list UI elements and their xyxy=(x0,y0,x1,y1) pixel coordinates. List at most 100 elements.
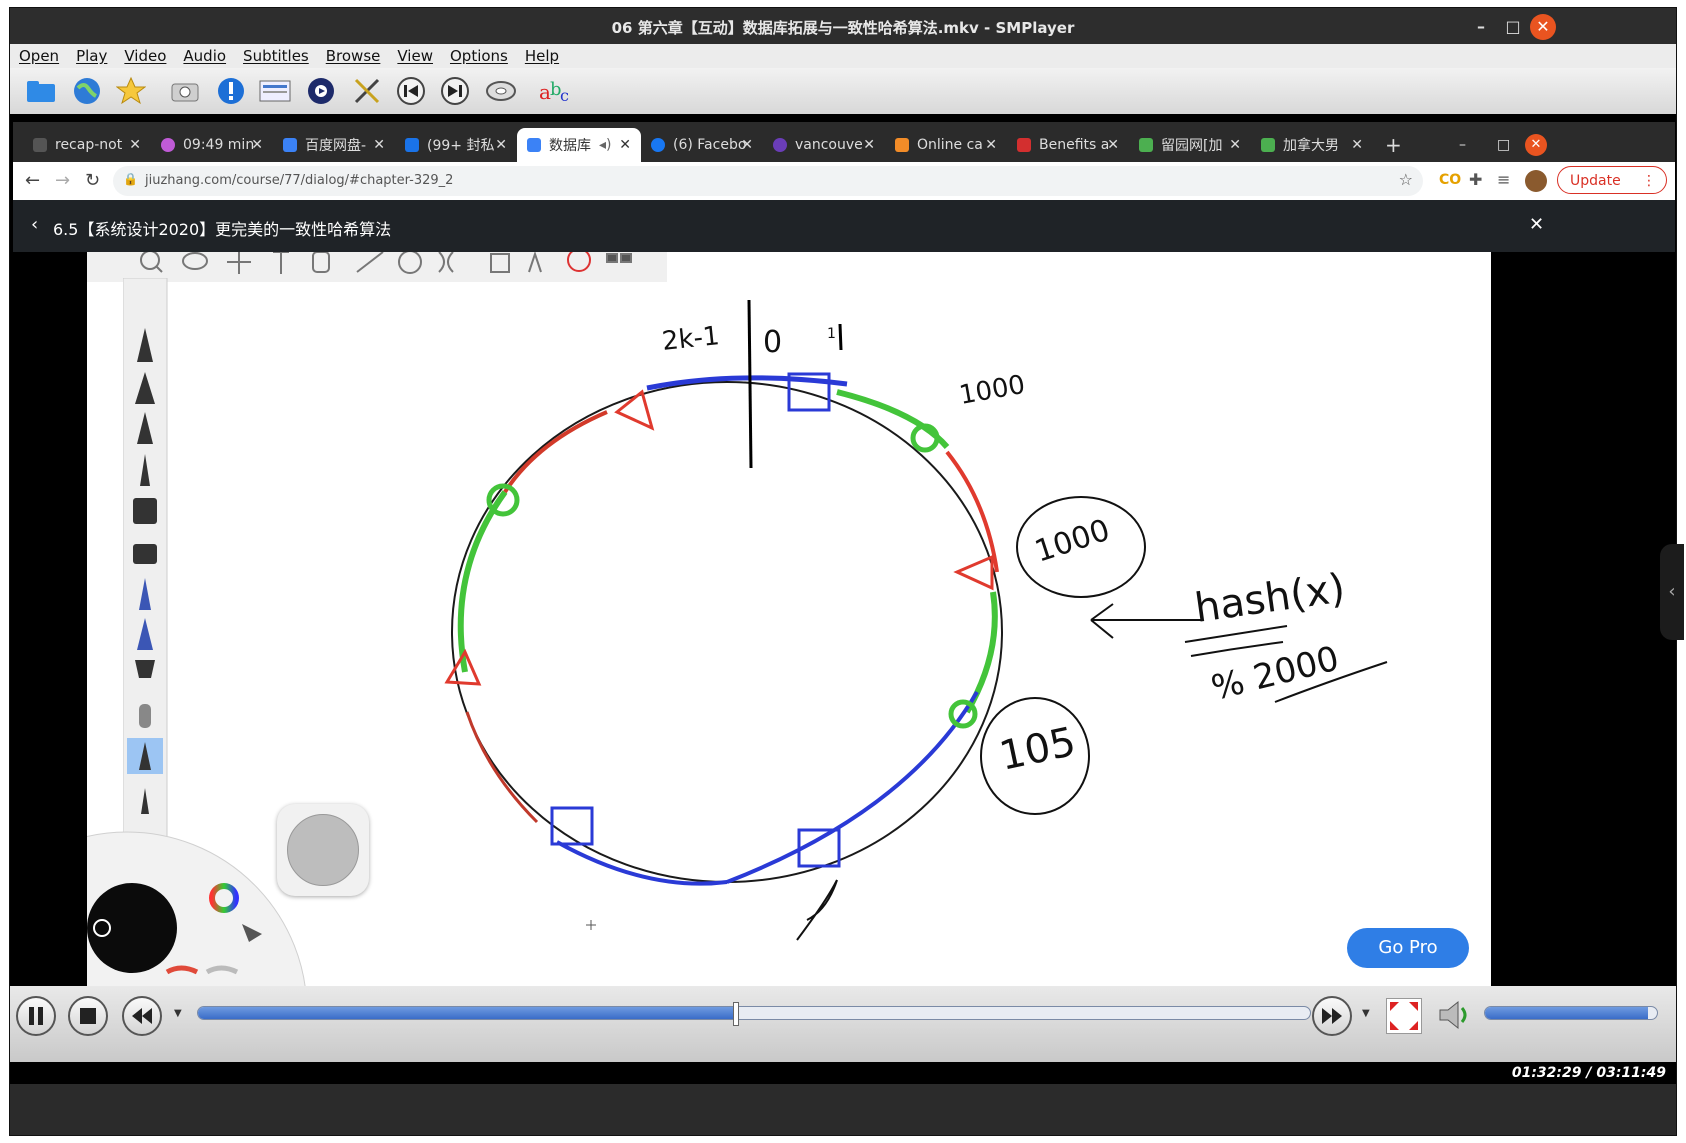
browser-tab[interactable]: 百度网盘- ✕ xyxy=(273,128,395,162)
browser-tab-active[interactable]: 数据库 ◂) ✕ xyxy=(517,128,641,162)
tab-favicon-icon xyxy=(895,138,909,152)
new-tab-button[interactable]: + xyxy=(1385,133,1402,157)
player-controls: ▼ ▼ xyxy=(10,986,1676,1062)
bookmark-star-icon[interactable]: ☆ xyxy=(1398,170,1413,189)
browser-tab[interactable]: Benefits a ✕ xyxy=(1007,128,1129,162)
tab-close-icon[interactable]: ✕ xyxy=(373,137,385,153)
fullscreen-button[interactable] xyxy=(1386,998,1422,1034)
url-field[interactable]: 🔒 jiuzhang.com/course/77/dialog/#chapter… xyxy=(113,166,1423,196)
forward-icon[interactable]: → xyxy=(55,170,71,191)
tab-close-icon[interactable]: ✕ xyxy=(129,137,141,153)
reload-icon[interactable]: ↻ xyxy=(85,170,101,191)
browser-minimize-icon[interactable]: – xyxy=(1459,137,1466,153)
volume-button[interactable] xyxy=(1436,998,1476,1036)
address-bar: ← → ↻ 🔒 jiuzhang.com/course/77/dialog/#c… xyxy=(13,162,1675,201)
menu-open[interactable]: Open xyxy=(19,47,60,65)
rewind-button[interactable] xyxy=(122,996,162,1036)
tab-favicon-icon xyxy=(1017,138,1031,152)
brush-palette[interactable] xyxy=(123,278,169,878)
window-title: 06 第六章【互动】数据库拓展与一致性哈希算法.mkv - SMPlayer xyxy=(611,19,1075,37)
browser-tab[interactable]: (6) Facebo ✕ xyxy=(641,128,763,162)
reading-list-icon[interactable]: ≡ xyxy=(1497,170,1511,189)
seek-bar[interactable] xyxy=(197,1006,1311,1020)
minimize-button[interactable]: – xyxy=(1477,17,1485,36)
browser-close-icon[interactable]: ✕ xyxy=(1525,134,1547,156)
browser-tab[interactable]: recap-not ✕ xyxy=(23,128,151,162)
tab-audio-icon: ◂) xyxy=(599,137,612,153)
star-icon[interactable] xyxy=(114,75,148,107)
menu-help[interactable]: Help xyxy=(524,47,560,65)
hash-ring-sketch: 0 1 1000 1000 hash(x) % 2000 105 2k-1 xyxy=(444,299,1388,941)
film-icon[interactable] xyxy=(304,75,338,107)
back-chevron-icon[interactable]: ‹ xyxy=(31,214,39,235)
tab-close-icon[interactable]: ✕ xyxy=(863,137,875,153)
volume-level xyxy=(1485,1007,1649,1019)
tab-close-icon[interactable]: ✕ xyxy=(251,137,263,153)
stop-button[interactable] xyxy=(68,996,108,1036)
brush-size-puck[interactable] xyxy=(277,804,369,896)
browser-tab[interactable]: 留园网[加 ✕ xyxy=(1129,128,1251,162)
info-icon[interactable] xyxy=(214,75,248,107)
volume-slider[interactable] xyxy=(1484,1006,1658,1020)
next-icon[interactable] xyxy=(438,75,472,107)
side-panel-toggle-icon[interactable]: ‹ xyxy=(1660,544,1684,640)
status-bar: 01:32:29 / 03:11:49 xyxy=(10,1062,1676,1084)
browser-tab[interactable]: vancouve ✕ xyxy=(763,128,885,162)
tab-close-icon[interactable]: ✕ xyxy=(1229,137,1241,153)
tab-close-icon[interactable]: ✕ xyxy=(619,137,631,153)
folder-icon[interactable] xyxy=(24,75,58,107)
forward-menu-chevron-down-icon[interactable]: ▼ xyxy=(1362,1008,1370,1019)
tab-favicon-icon xyxy=(651,138,665,152)
tab-close-icon[interactable]: ✕ xyxy=(985,137,997,153)
back-icon[interactable]: ← xyxy=(25,170,41,191)
tools-icon[interactable] xyxy=(350,75,384,107)
extensions-puzzle-icon[interactable]: ✚ xyxy=(1469,170,1483,189)
rewind-icon xyxy=(132,1008,152,1024)
drawing-canvas[interactable]: 0 1 1000 1000 hash(x) % 2000 105 2k-1 Go… xyxy=(87,252,1491,988)
maximize-button[interactable]: □ xyxy=(1505,17,1521,36)
forward-button[interactable] xyxy=(1312,996,1352,1036)
menu-options[interactable]: Options xyxy=(449,47,508,65)
tab-close-icon[interactable]: ✕ xyxy=(1351,137,1363,153)
menu-bar: Open Play Video Audio Subtitles Browse View Opt… xyxy=(10,44,1676,68)
screenshot-icon[interactable] xyxy=(168,75,202,107)
menu-browse[interactable]: Browse xyxy=(325,47,381,65)
seek-handle[interactable] xyxy=(733,1002,740,1026)
tab-close-icon[interactable]: ✕ xyxy=(495,137,507,153)
circled-key-105: 105 xyxy=(996,719,1080,780)
browser-maximize-icon[interactable]: □ xyxy=(1497,137,1511,153)
browser-tab[interactable]: (99+ 封私 ✕ xyxy=(395,128,517,162)
browser-tab[interactable]: Online ca ✕ xyxy=(885,128,1007,162)
menu-audio[interactable]: Audio xyxy=(183,47,227,65)
title-bar: 06 第六章【互动】数据库拓展与一致性哈希算法.mkv - SMPlayer –… xyxy=(10,8,1676,44)
update-button[interactable]: Update ⋮ xyxy=(1557,166,1667,194)
menu-play[interactable]: Play xyxy=(76,47,108,65)
menu-subtitles[interactable]: Subtitles xyxy=(243,47,309,65)
pause-button[interactable] xyxy=(16,996,56,1036)
prev-icon[interactable] xyxy=(394,75,428,107)
menu-view[interactable]: View xyxy=(397,47,433,65)
browser-tab[interactable]: 加拿大男 ✕ xyxy=(1251,128,1373,162)
video-area[interactable]: recap-not ✕ 09:49 min ✕ 百度网盘- ✕ (99+ 封私 ✕ 数据… xyxy=(10,114,1684,1062)
extension-co-icon[interactable]: CO xyxy=(1439,172,1462,188)
globe-icon[interactable] xyxy=(70,75,104,107)
go-pro-button[interactable]: Go Pro xyxy=(1347,928,1469,968)
tab-favicon-icon xyxy=(527,138,541,152)
playlist-icon[interactable] xyxy=(258,75,292,107)
tab-close-icon[interactable]: ✕ xyxy=(1107,137,1119,153)
stop-icon xyxy=(80,1008,96,1024)
tab-close-icon[interactable]: ✕ xyxy=(741,137,753,153)
disc-icon[interactable] xyxy=(484,75,518,107)
rewind-menu-chevron-down-icon[interactable]: ▼ xyxy=(174,1008,182,1019)
lesson-close-button[interactable]: ✕ xyxy=(1529,214,1545,235)
brush-wheel[interactable] xyxy=(87,812,387,988)
lesson-title: 6.5【系统设计2020】更完美的一致性哈希算法 xyxy=(53,220,392,239)
seek-progress xyxy=(198,1007,736,1019)
close-button[interactable]: ✕ xyxy=(1530,14,1556,40)
menu-video[interactable]: Video xyxy=(124,47,167,65)
avatar[interactable] xyxy=(1525,170,1547,192)
kebab-menu-icon[interactable]: ⋮ xyxy=(1642,173,1656,189)
ring-label-1000: 1000 xyxy=(957,370,1027,411)
browser-tab[interactable]: 09:49 min ✕ xyxy=(151,128,273,162)
